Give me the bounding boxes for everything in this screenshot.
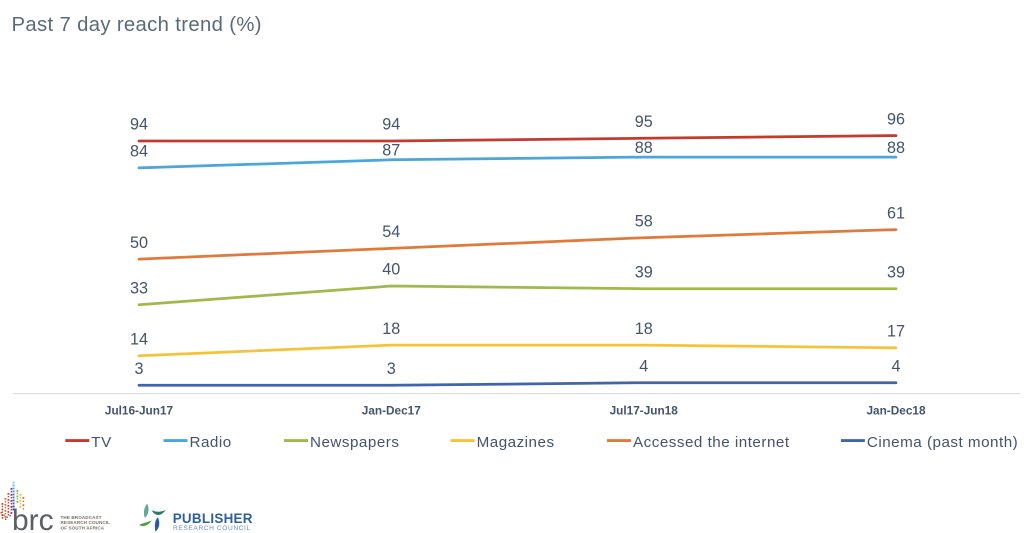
svg-text:58: 58 [635, 212, 653, 230]
svg-text:Magazines: Magazines [477, 434, 555, 451]
svg-text:61: 61 [887, 204, 905, 222]
svg-text:39: 39 [887, 263, 905, 281]
svg-text:OF SOUTH AFRICA: OF SOUTH AFRICA [61, 525, 105, 530]
svg-text:84: 84 [130, 143, 148, 161]
svg-text:18: 18 [382, 320, 400, 338]
svg-text:87: 87 [382, 142, 400, 160]
svg-text:3: 3 [134, 360, 143, 378]
svg-text:95: 95 [635, 113, 653, 131]
svg-text:Cinema (past month): Cinema (past month) [867, 434, 1018, 451]
svg-text:Radio: Radio [190, 434, 232, 451]
svg-text:brc: brc [12, 504, 54, 533]
svg-text:4: 4 [891, 357, 900, 375]
svg-text:Past 7 day reach trend (%): Past 7 day reach trend (%) [12, 14, 262, 36]
svg-text:Jan-Dec17: Jan-Dec17 [362, 403, 421, 417]
svg-text:88: 88 [635, 139, 653, 157]
svg-text:Jul17-Jun18: Jul17-Jun18 [610, 403, 679, 417]
svg-text:Accessed the internet: Accessed the internet [633, 434, 790, 451]
svg-text:17: 17 [887, 323, 905, 341]
svg-text:54: 54 [382, 223, 400, 241]
svg-text:94: 94 [130, 116, 148, 134]
svg-text:Jul16-Jun17: Jul16-Jun17 [105, 403, 174, 417]
svg-text:4: 4 [639, 357, 648, 375]
svg-text:50: 50 [130, 234, 148, 252]
svg-text:Newspapers: Newspapers [310, 434, 399, 451]
svg-text:88: 88 [887, 139, 905, 157]
svg-text:3: 3 [387, 360, 396, 378]
svg-text:RESEARCH COUNCIL: RESEARCH COUNCIL [173, 525, 251, 532]
svg-text:Jan-Dec18: Jan-Dec18 [866, 403, 925, 417]
svg-text:39: 39 [635, 263, 653, 281]
svg-text:RESEARCH COUNCIL: RESEARCH COUNCIL [61, 520, 111, 525]
svg-text:PUBLISHER: PUBLISHER [173, 511, 253, 526]
svg-text:18: 18 [635, 320, 653, 338]
svg-text:14: 14 [130, 331, 148, 349]
svg-text:33: 33 [130, 280, 148, 298]
svg-text:THE BROADCAST: THE BROADCAST [61, 515, 102, 520]
svg-text:94: 94 [382, 116, 400, 134]
svg-text:96: 96 [887, 110, 905, 128]
svg-text:TV: TV [91, 434, 112, 451]
svg-text:40: 40 [382, 261, 400, 279]
